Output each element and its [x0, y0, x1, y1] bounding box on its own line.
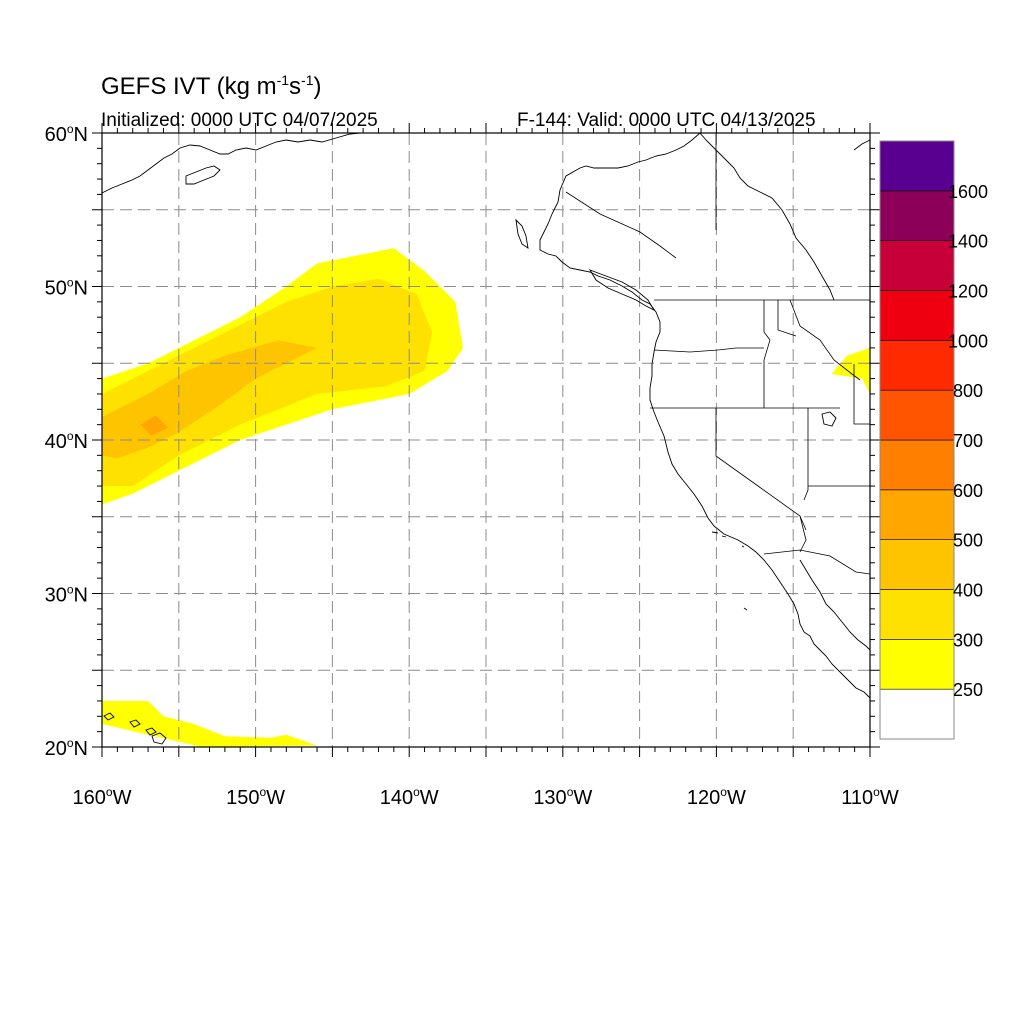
hawaii-islands	[103, 712, 167, 745]
colorbar-swatch	[879, 290, 955, 341]
haida-gwaii	[515, 218, 529, 249]
lon-label: 160oW	[73, 785, 132, 809]
title-exp1: -1	[276, 72, 290, 88]
ivt-region-4	[102, 701, 317, 747]
lat-label: 30oN	[45, 583, 88, 607]
colorbar-label: 400	[953, 581, 983, 601]
oregon-idaho-border	[763, 300, 771, 408]
vancouver-island	[588, 269, 656, 312]
lon-label: 130oW	[533, 785, 592, 809]
idaho-washington-border	[777, 300, 797, 337]
gulf-of-california-coast	[799, 559, 870, 651]
colorbar-swatch	[879, 539, 955, 590]
north-america-coast	[539, 133, 870, 699]
axis-ticks	[92, 123, 880, 757]
washington-oregon-border	[653, 347, 764, 353]
ivt-region-3	[140, 415, 168, 436]
ivt-region-5	[831, 347, 870, 394]
colorbar-swatch	[879, 190, 955, 241]
colorbar-swatch	[879, 240, 955, 291]
coastlines	[102, 133, 870, 745]
axis-labels: 60oN 50oN 40oN 30oN 20oN 160oW 150oW 140oW 130oW…	[45, 122, 899, 809]
lat-label: 50oN	[45, 276, 88, 300]
colorbar-label: 800	[953, 381, 983, 401]
colorbar-label: 1000	[948, 331, 988, 351]
title-exp2: -1	[301, 72, 314, 88]
lon-label: 110oW	[841, 785, 899, 809]
colorbar-frame	[879, 140, 955, 740]
colorbar-swatch	[879, 389, 955, 441]
colorbar-label: 1400	[948, 232, 988, 252]
lat-label: 40oN	[45, 429, 88, 453]
colorbar-label: 1600	[948, 182, 988, 202]
channel-islands	[711, 531, 748, 611]
kodiak-island	[185, 165, 221, 185]
idaho-montana-border	[789, 299, 861, 381]
ivt-region-1	[102, 278, 433, 487]
colorbar-swatch	[879, 589, 955, 640]
colorbar: 250 300 400 500 600 700 800 1000 1200 1400 1600	[879, 140, 988, 740]
colorbar-label: 1200	[948, 282, 988, 302]
lon-label: 150oW	[226, 785, 285, 809]
colorbar-swatch	[879, 489, 955, 540]
title-mid: s	[289, 73, 302, 100]
title-main: GEFS IVT (kg m	[101, 73, 277, 100]
valid-time: F-144: Valid: 0000 UTC 04/13/2025	[517, 110, 816, 131]
colorbar-swatch	[879, 639, 955, 690]
lon-label: 140oW	[380, 785, 439, 809]
california-arizona-border	[799, 515, 807, 553]
us-mexico-border	[763, 549, 870, 575]
colorbar-swatch	[879, 340, 955, 391]
graticule	[102, 133, 870, 747]
lon-label: 120oW	[687, 785, 746, 809]
lat-label: 20oN	[45, 736, 88, 760]
alaska-peninsula-coast	[102, 133, 361, 194]
colorbar-label: 600	[953, 481, 983, 501]
colorbar-swatch	[879, 439, 955, 491]
title-end: )	[313, 73, 322, 100]
alaska-canada-border	[565, 133, 717, 259]
lat-label: 60oN	[45, 122, 88, 146]
political-borders	[565, 133, 870, 575]
utah-wyoming-border	[853, 364, 870, 425]
great-salt-lake	[821, 411, 837, 427]
nevada-utah-border	[803, 408, 809, 501]
colorbar-label: 500	[953, 531, 983, 551]
nevada-california-border	[715, 408, 807, 531]
initialized-time: Initialized: 0000 UTC 04/07/2025	[101, 110, 378, 131]
colorbar-label: 250	[953, 680, 983, 700]
colorbar-swatch	[879, 140, 955, 192]
map-title: GEFS IVT (kg m-1s-1)	[101, 72, 322, 101]
colorbar-swatch	[879, 688, 955, 740]
colorbar-label: 300	[953, 630, 983, 650]
colorbar-label: 700	[953, 431, 983, 451]
